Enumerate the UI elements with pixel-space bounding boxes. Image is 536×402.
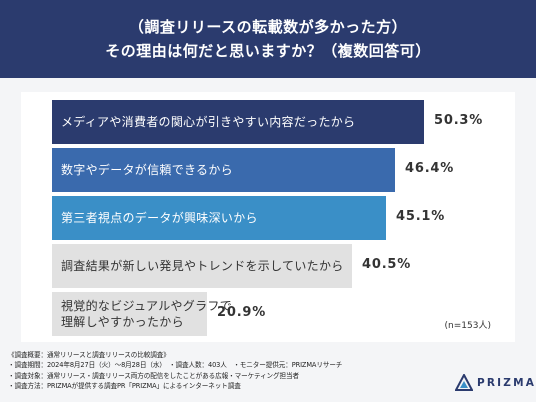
survey-overview: 《調査概要：通常リリースと調査リリースの比較調査》 ・調査期間：2024年8月2… — [8, 350, 438, 392]
bar-label: 数字やデータが信頼できるから — [61, 162, 233, 178]
bar-label-line: 第三者視点のデータが興味深いから — [61, 211, 258, 225]
bar — [52, 100, 424, 144]
bar-label: 第三者視点のデータが興味深いから — [61, 210, 258, 226]
bar — [52, 196, 386, 240]
bar — [52, 292, 207, 336]
bar — [52, 244, 352, 288]
survey-method: ・調査方法：PRIZMAが提供する調査PR「PRIZMA」によるインターネット調… — [8, 382, 241, 391]
bar-chart: メディアや消費者の関心が引きやすい内容だったから 50.3% 数字やデータが信頼でき… — [21, 92, 515, 342]
bar — [52, 148, 395, 192]
prizma-logo: PRIZMA — [455, 374, 534, 394]
survey-period: ・調査期間：2024年8月27日（火）〜8月28日（水） ・調査人数：403人 … — [8, 361, 343, 370]
bar-value-label: 20.9% — [217, 305, 267, 320]
question-line-1: （調査リリースの転載数が多かった方） — [128, 18, 408, 36]
bar-value-label: 40.5% — [362, 257, 412, 272]
chart-panel: メディアや消費者の関心が引きやすい内容だったから 50.3% 数字やデータが信頼でき… — [21, 92, 515, 342]
question-header: （調査リリースの転載数が多かった方） その理由は何だと思いますか？（複数回答可） — [0, 0, 536, 78]
sample-size-note: (n=153人) — [444, 321, 491, 331]
bar-label: 調査結果が新しい発見やトレンドを示していたから — [61, 258, 344, 274]
survey-overview-title: 《調査概要：通常リリースと調査リリースの比較調査》 — [8, 351, 170, 359]
bar-label-line: メディアや消費者の関心が引きやすい内容だったから — [61, 115, 356, 129]
prizma-triangle-icon — [455, 374, 473, 391]
bar-value-label: 46.4% — [405, 161, 455, 176]
bar-value-label: 50.3% — [434, 113, 484, 128]
bar-label: メディアや消費者の関心が引きやすい内容だったから — [61, 114, 355, 130]
bar-label-line: 視覚的なビジュアルやグラフで — [61, 299, 233, 313]
bar-label-line: 調査結果が新しい発見やトレンドを示していたから — [61, 259, 344, 273]
survey-target: ・調査対象：通常リリース・調査リリース両方の配信をしたことがある広報・マーケティ… — [8, 371, 300, 380]
bar-label: 視覚的なビジュアルやグラフで 理解しやすかったから — [61, 298, 232, 330]
question-line-2: その理由は何だと思いますか？（複数回答可） — [105, 42, 431, 60]
prizma-wordmark: PRIZMA — [477, 377, 536, 389]
bar-label-line: 数字やデータが信頼できるから — [61, 163, 233, 177]
bar-value-label: 45.1% — [396, 209, 446, 224]
bar-label-line: 理解しやすかったから — [61, 315, 184, 329]
